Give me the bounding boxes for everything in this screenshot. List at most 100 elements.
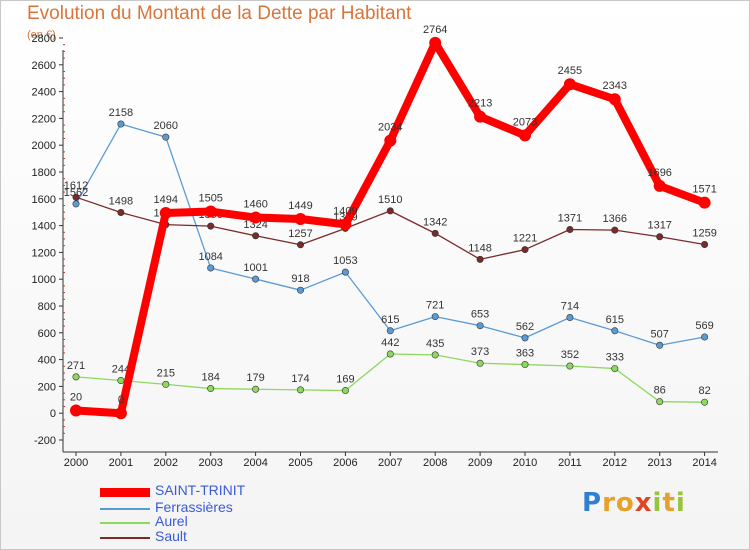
x-tick-label: 2006 bbox=[333, 457, 357, 469]
data-point bbox=[474, 110, 487, 123]
data-label: 1148 bbox=[468, 242, 492, 254]
data-label: 653 bbox=[471, 309, 489, 321]
x-tick-label: 2002 bbox=[154, 457, 178, 469]
data-point bbox=[476, 359, 484, 367]
data-point bbox=[519, 129, 531, 142]
data-label: 86 bbox=[654, 385, 666, 397]
data-point bbox=[656, 341, 664, 349]
data-point bbox=[701, 333, 709, 341]
x-tick-label: 2005 bbox=[288, 457, 312, 469]
legend-label: SAINT-TRINIT bbox=[155, 482, 246, 498]
y-tick-label: 0 bbox=[50, 408, 56, 420]
data-label: 0 bbox=[118, 394, 124, 406]
data-point bbox=[296, 241, 304, 249]
x-tick-label: 2012 bbox=[603, 457, 627, 469]
data-label: 1001 bbox=[243, 262, 267, 274]
y-tick-label: 1600 bbox=[32, 194, 56, 206]
data-point bbox=[252, 275, 260, 283]
data-label: 2764 bbox=[423, 24, 447, 36]
data-point bbox=[252, 385, 260, 393]
data-label: 363 bbox=[516, 348, 534, 360]
data-point bbox=[656, 233, 664, 241]
data-label: 1366 bbox=[603, 213, 627, 225]
y-tick-label: 2400 bbox=[32, 87, 56, 99]
y-tick-label: -200 bbox=[34, 435, 56, 447]
y-tick-label: 1400 bbox=[32, 221, 56, 233]
data-label: 1409 bbox=[333, 205, 357, 217]
data-point bbox=[296, 386, 304, 394]
data-label: 373 bbox=[471, 346, 489, 358]
data-point bbox=[429, 36, 442, 49]
data-label: 244 bbox=[112, 364, 130, 376]
proxiti-logo: Proxiti bbox=[582, 488, 686, 518]
legend-label: Aurel bbox=[155, 513, 188, 529]
x-tick-label: 2003 bbox=[198, 457, 222, 469]
data-label: 2455 bbox=[558, 65, 582, 77]
data-point bbox=[476, 322, 484, 330]
logo-letter: x bbox=[634, 488, 653, 518]
x-tick-label: 2014 bbox=[692, 457, 716, 469]
y-tick-label: 1800 bbox=[32, 167, 56, 179]
data-label: 184 bbox=[202, 372, 220, 384]
data-label: 2213 bbox=[468, 98, 492, 110]
data-point bbox=[431, 351, 439, 359]
data-point bbox=[521, 361, 529, 369]
legend-swatch bbox=[100, 522, 150, 524]
logo-letter: i bbox=[652, 488, 663, 518]
data-point bbox=[72, 200, 80, 208]
x-tick-label: 2011 bbox=[558, 457, 582, 469]
data-point bbox=[117, 120, 125, 128]
data-label: 1498 bbox=[109, 195, 133, 207]
data-point bbox=[117, 208, 125, 216]
data-point bbox=[566, 225, 574, 233]
data-point bbox=[70, 404, 82, 417]
data-label: 1696 bbox=[647, 167, 671, 179]
data-point bbox=[476, 255, 484, 263]
data-label: 1317 bbox=[647, 220, 671, 232]
y-tick-label: 1200 bbox=[32, 247, 56, 259]
data-point bbox=[608, 93, 621, 106]
data-label: 1342 bbox=[423, 216, 447, 228]
data-point bbox=[611, 327, 619, 335]
data-label: 2343 bbox=[603, 80, 627, 92]
data-point bbox=[386, 350, 394, 358]
logo-letter: i bbox=[675, 488, 686, 518]
data-label: 721 bbox=[426, 300, 444, 312]
series-line-sault bbox=[75, 196, 706, 261]
data-point bbox=[384, 134, 397, 147]
data-label: 20 bbox=[70, 392, 82, 404]
data-label: 442 bbox=[381, 337, 399, 349]
y-tick-label: 2200 bbox=[32, 113, 56, 125]
data-point bbox=[207, 264, 215, 272]
data-point bbox=[566, 362, 574, 370]
data-point bbox=[521, 334, 529, 342]
data-label: 714 bbox=[561, 301, 579, 313]
data-point bbox=[386, 207, 394, 215]
y-tick-label: 600 bbox=[38, 328, 56, 340]
data-point bbox=[563, 78, 576, 91]
data-point bbox=[386, 327, 394, 335]
data-label: 2073 bbox=[513, 116, 537, 128]
data-label: 1084 bbox=[198, 251, 222, 263]
data-label: 82 bbox=[698, 385, 710, 397]
y-tick-label: 2000 bbox=[32, 140, 56, 152]
data-label: 1221 bbox=[513, 233, 537, 245]
data-label: 2060 bbox=[154, 120, 178, 132]
data-point bbox=[294, 213, 307, 226]
data-point bbox=[566, 314, 574, 322]
data-label: 271 bbox=[67, 360, 85, 372]
data-point bbox=[114, 407, 127, 420]
data-point bbox=[521, 246, 529, 254]
data-label: 1449 bbox=[288, 200, 312, 212]
chart-subtitle: (en €) bbox=[27, 29, 56, 41]
chart-title: Evolution du Montant de la Dette par Hab… bbox=[27, 3, 412, 24]
data-label: 435 bbox=[426, 338, 444, 350]
data-label: 562 bbox=[516, 321, 534, 333]
data-label: 174 bbox=[291, 373, 309, 385]
y-tick-label: 800 bbox=[38, 301, 56, 313]
data-point bbox=[611, 226, 619, 234]
data-label: 1460 bbox=[243, 199, 267, 211]
data-point bbox=[72, 193, 80, 201]
data-point bbox=[431, 229, 439, 237]
data-point bbox=[252, 232, 260, 240]
